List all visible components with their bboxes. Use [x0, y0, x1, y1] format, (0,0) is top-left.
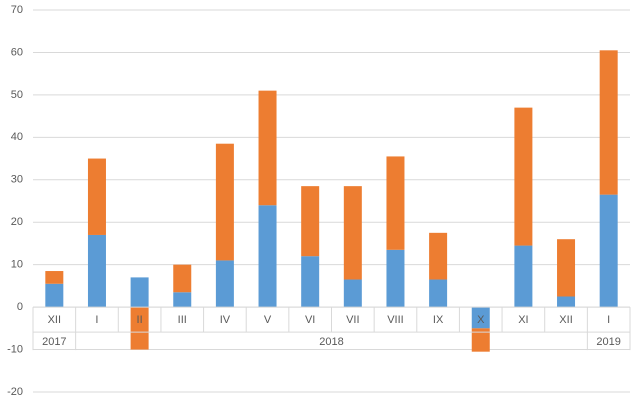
x-group-label: 2017: [42, 336, 66, 348]
bar: [215, 143, 234, 261]
bar: [343, 186, 362, 280]
bar: [386, 156, 405, 250]
y-tick-label: 20: [11, 216, 23, 228]
x-tick-label: IX: [433, 314, 444, 326]
bar: [514, 107, 533, 246]
x-tick-label: X: [477, 314, 485, 326]
x-tick-label: I: [607, 314, 610, 326]
x-tick-label: IV: [220, 314, 231, 326]
x-tick-label: XII: [48, 314, 61, 326]
y-tick-label: 60: [11, 46, 23, 58]
y-tick-label: 70: [11, 4, 23, 16]
bar: [87, 234, 106, 308]
bar: [599, 50, 618, 195]
bar: [557, 296, 576, 308]
bar: [343, 279, 362, 308]
bar: [386, 249, 405, 308]
bar: [471, 328, 490, 352]
y-tick-label: -20: [7, 386, 23, 398]
bar: [215, 260, 234, 308]
bar: [173, 264, 192, 293]
y-tick-label: 0: [17, 301, 23, 313]
bar: [301, 256, 320, 308]
bar: [87, 158, 106, 235]
y-tick-label: 10: [11, 259, 23, 271]
x-tick-label: I: [95, 314, 98, 326]
bar: [258, 90, 277, 206]
bar: [514, 245, 533, 308]
bar: [258, 205, 277, 308]
x-tick-label: II: [137, 314, 143, 326]
bar: [173, 292, 192, 308]
x-tick-label: VI: [305, 314, 315, 326]
x-group-label: 2019: [596, 336, 620, 348]
x-tick-label: VII: [346, 314, 359, 326]
bar: [557, 239, 576, 297]
bar: [130, 307, 149, 350]
y-tick-label: -10: [7, 343, 23, 355]
bar: [429, 232, 448, 280]
y-tick-label: 40: [11, 131, 23, 143]
x-tick-label: XII: [559, 314, 572, 326]
bar: [471, 307, 490, 329]
bar: [45, 271, 64, 284]
bar: [130, 277, 149, 308]
x-group-label: 2018: [319, 336, 343, 348]
y-tick-label: 50: [11, 89, 23, 101]
bar: [599, 194, 618, 308]
bar: [301, 186, 320, 257]
x-tick-label: III: [178, 314, 187, 326]
bar: [429, 279, 448, 308]
x-tick-label: V: [264, 314, 272, 326]
y-tick-label: 30: [11, 174, 23, 186]
x-tick-label: VIII: [387, 314, 404, 326]
bar: [45, 283, 64, 308]
x-tick-label: XI: [518, 314, 528, 326]
